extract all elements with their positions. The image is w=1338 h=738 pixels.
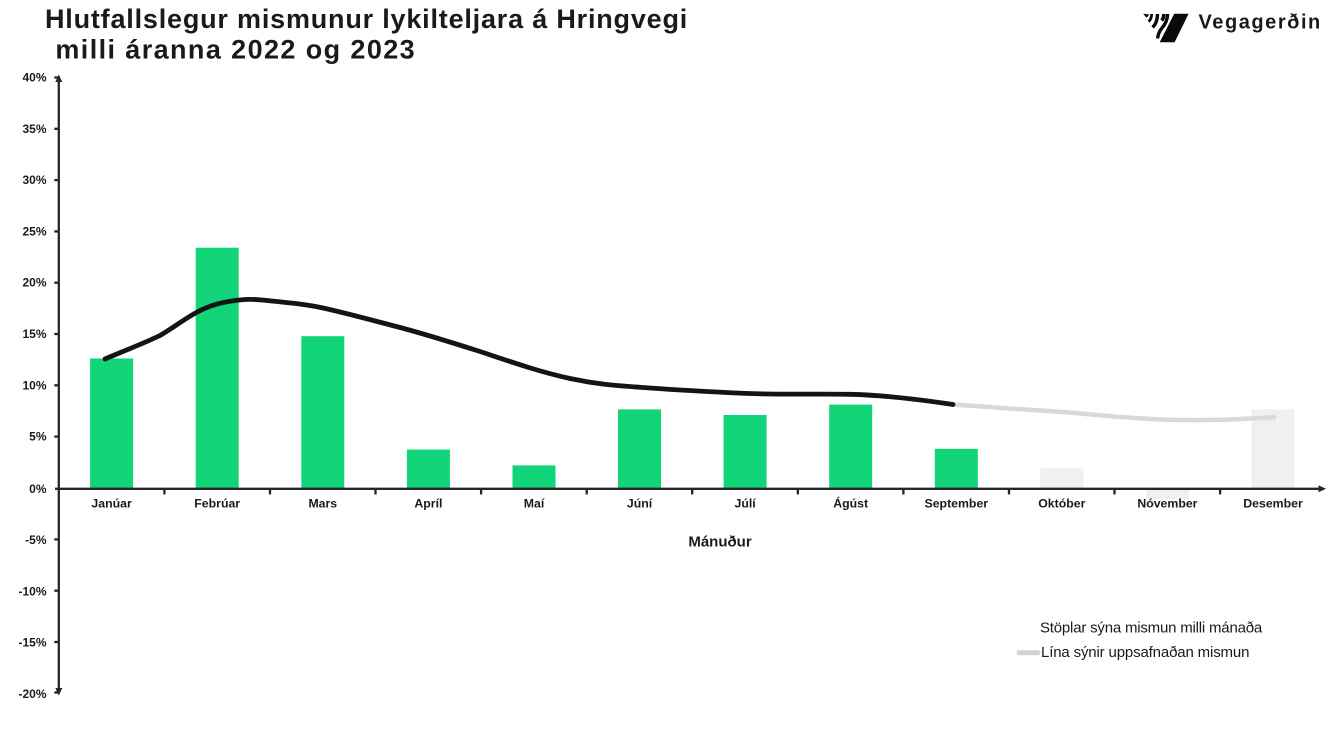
svg-text:15%: 15% [22, 327, 46, 341]
svg-text:40%: 40% [22, 71, 46, 85]
svg-text:Janúar: Janúar [91, 496, 132, 510]
svg-text:Mars: Mars [308, 496, 337, 510]
svg-text:Vegagerðin: Vegagerðin [1199, 11, 1322, 33]
svg-text:-10%: -10% [18, 584, 46, 598]
svg-text:Júní: Júní [627, 496, 653, 510]
svg-text:Október: Október [1038, 496, 1085, 510]
svg-text:Hlutfallslegur mismunur lykilt: Hlutfallslegur mismunur lykilteljara á H… [45, 4, 688, 34]
svg-text:Júlí: Júlí [735, 496, 757, 510]
svg-text:Febrúar: Febrúar [194, 496, 240, 510]
svg-text:5%: 5% [29, 430, 47, 444]
svg-text:September: September [925, 496, 989, 510]
svg-text:30%: 30% [22, 173, 46, 187]
svg-text:Mánuður: Mánuður [688, 533, 751, 550]
svg-text:25%: 25% [22, 224, 46, 238]
svg-text:Lína sýnir uppsafnaðan mismun: Lína sýnir uppsafnaðan mismun [1041, 644, 1249, 661]
svg-text:10%: 10% [22, 378, 46, 392]
svg-text:Maí: Maí [524, 496, 545, 510]
svg-text:-20%: -20% [18, 687, 46, 701]
svg-text:milli áranna 2022 og 2023: milli áranna 2022 og 2023 [55, 35, 416, 65]
svg-text:20%: 20% [22, 276, 46, 290]
svg-text:35%: 35% [22, 122, 46, 136]
svg-text:Apríl: Apríl [414, 496, 442, 510]
svg-text:Desember: Desember [1243, 496, 1303, 510]
svg-text:0%: 0% [29, 482, 47, 496]
svg-text:Nóvember: Nóvember [1137, 496, 1197, 510]
svg-text:-5%: -5% [25, 533, 47, 547]
svg-text:Stöplar sýna mismun milli mána: Stöplar sýna mismun milli mánaða [1040, 620, 1263, 637]
svg-text:-15%: -15% [18, 636, 46, 650]
svg-text:Ágúst: Ágúst [833, 495, 868, 510]
